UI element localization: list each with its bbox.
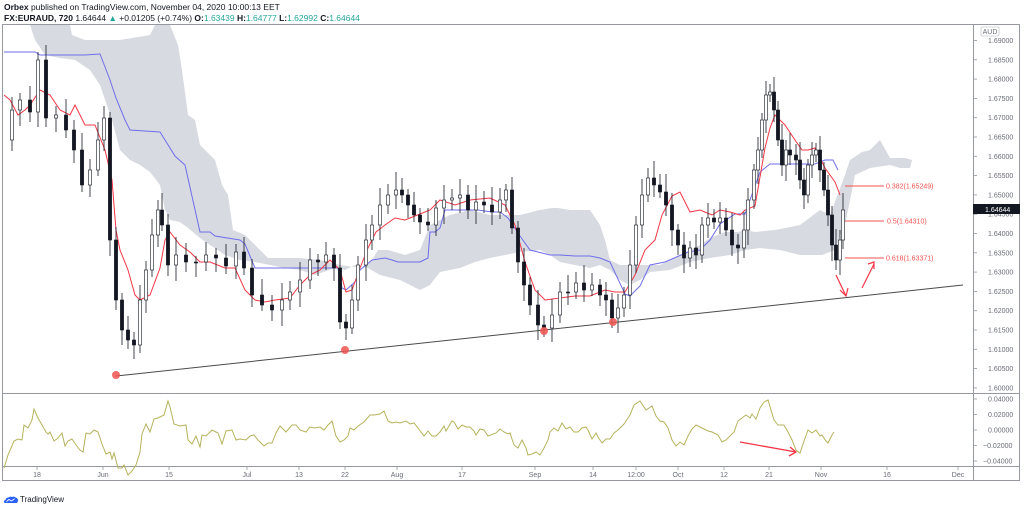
oscillator-pane[interactable]	[3, 399, 835, 476]
price-tick-label: 1.66000	[988, 154, 1013, 161]
last-price: 1.64644	[75, 13, 107, 23]
currency-label: AUD	[983, 29, 998, 36]
up-arrow-icon: ▲	[108, 13, 117, 23]
arrow-down-icon	[835, 274, 847, 297]
tradingview-branding[interactable]: TradingView	[4, 495, 64, 504]
price-tick-label: 1.69000	[988, 38, 1013, 45]
publish-info: Orbex published on TradingView.com, Nove…	[4, 2, 360, 13]
price-tick-label: 1.63000	[988, 270, 1013, 277]
published-text: published on TradingView.com, November 0…	[28, 2, 280, 12]
price-tick-label: 1.66500	[988, 135, 1013, 142]
time-tick-label: Jun	[97, 472, 108, 479]
fib-label-05: 0.5(1.64310)	[887, 219, 927, 226]
price-tick-label: 1.64500	[988, 212, 1013, 219]
time-tick-label: Dec	[952, 472, 965, 479]
time-tick-label: 12:00	[627, 472, 645, 479]
chart-frame	[2, 24, 1020, 481]
time-tick-label: 16	[883, 472, 891, 479]
current-price-label: 1.64644	[985, 207, 1010, 214]
symbol-info: FX:EURAUD, 720 1.64644 ▲ +0.01205 (+0.74…	[4, 13, 360, 24]
tradingview-logo-icon	[4, 496, 18, 503]
time-tick-label: Nov	[815, 472, 828, 479]
swing-low-marker[interactable]	[112, 371, 120, 379]
tradingview-logo-text: TradingView	[20, 495, 65, 504]
high-label: H:	[236, 13, 246, 23]
price-tick-label: 1.64000	[988, 231, 1013, 238]
ichimoku-conversion-line	[3, 89, 841, 303]
main-pane[interactable]: 0.382(1.65249) 0.5(1.64310) 0.618(1.6337…	[3, 25, 964, 379]
time-tick-label: Oct	[673, 472, 684, 479]
oscillator-tick-label: −0.02000	[983, 443, 1012, 450]
divergence-arrow[interactable]	[739, 441, 798, 457]
price-tick-label: 1.62500	[988, 289, 1013, 296]
low-label: L:	[279, 13, 288, 23]
currency-badge[interactable]	[980, 26, 1000, 37]
time-tick-label: 13	[295, 472, 303, 479]
oscillator-tick-label: 0.00000	[988, 428, 1013, 435]
oscillator-axis[interactable]: 0.04000 0.02000 0.00000 −0.02000 −0.04000	[973, 397, 1013, 466]
fib-label-0618: 0.618(1.63371)	[886, 256, 933, 263]
high-value: 1.64777	[245, 13, 277, 23]
ichimoku-cloud	[30, 25, 912, 290]
time-tick-label: Aug	[391, 472, 404, 479]
open-value: 1.63439	[203, 13, 235, 23]
projection-arrows[interactable]	[835, 261, 875, 298]
time-tick-label: Sep	[529, 472, 542, 479]
arrow-up-icon	[861, 263, 875, 289]
chart-header: Orbex published on TradingView.com, Nove…	[4, 2, 360, 24]
swing-low-marker[interactable]	[609, 318, 617, 326]
candlesticks	[10, 45, 845, 359]
publisher-name: Orbex	[4, 2, 29, 12]
price-change: +0.01205 (+0.74%)	[119, 13, 193, 23]
symbol-label[interactable]: FX:EURAUD, 720	[4, 13, 73, 23]
close-value: 1.64644	[329, 13, 360, 23]
swing-low-marker[interactable]	[540, 327, 548, 335]
oscillator-tick-label: −0.04000	[983, 459, 1012, 466]
time-tick-label: 12	[720, 472, 728, 479]
price-tick-label: 1.61500	[988, 328, 1013, 335]
fibonacci-levels[interactable]: 0.382(1.65249) 0.5(1.64310) 0.618(1.6337…	[845, 184, 933, 263]
swing-low-marker[interactable]	[341, 346, 349, 354]
price-tick-label: 1.61000	[988, 347, 1013, 354]
price-tick-label: 1.62000	[988, 308, 1013, 315]
price-tick-label: 1.67500	[988, 96, 1013, 103]
price-axis[interactable]: AUD 1.69000 1.68500 1.68000 1.67500 1.67000 1…	[973, 26, 1013, 392]
support-trendline[interactable]	[115, 284, 964, 377]
price-tick-label: 1.65500	[988, 173, 1013, 180]
time-tick-label: 18	[33, 472, 41, 479]
close-label: C:	[320, 13, 330, 23]
time-tick-label: 21	[765, 472, 773, 479]
oscillator-tick-label: 0.04000	[988, 397, 1013, 404]
low-value: 1.62992	[287, 13, 318, 23]
time-tick-label: 14	[589, 472, 597, 479]
oscillator-tick-label: 0.02000	[988, 412, 1013, 419]
time-tick-label: 17	[458, 472, 466, 479]
price-tick-label: 1.65000	[988, 192, 1013, 199]
fib-label-0382: 0.382(1.65249)	[886, 184, 933, 191]
time-tick-label: Jul	[243, 472, 252, 479]
oscillator-line	[3, 399, 835, 476]
price-tick-label: 1.67000	[988, 115, 1013, 122]
price-tick-label: 1.68000	[988, 77, 1013, 84]
current-price-tag	[973, 204, 1020, 214]
price-tick-label: 1.68500	[988, 57, 1013, 64]
price-tick-label: 1.63500	[988, 250, 1013, 257]
time-tick-label: 15	[165, 472, 173, 479]
time-axis[interactable]: 18 Jun 15 Jul 13 22 Aug 17 Sep 14 12:00 Oct 12 21 Nov 1…	[33, 467, 965, 479]
price-tick-label: 1.60000	[988, 385, 1013, 392]
price-tick-label: 1.60500	[988, 366, 1013, 373]
time-tick-label: 22	[341, 472, 349, 479]
open-label: O:	[194, 13, 204, 23]
